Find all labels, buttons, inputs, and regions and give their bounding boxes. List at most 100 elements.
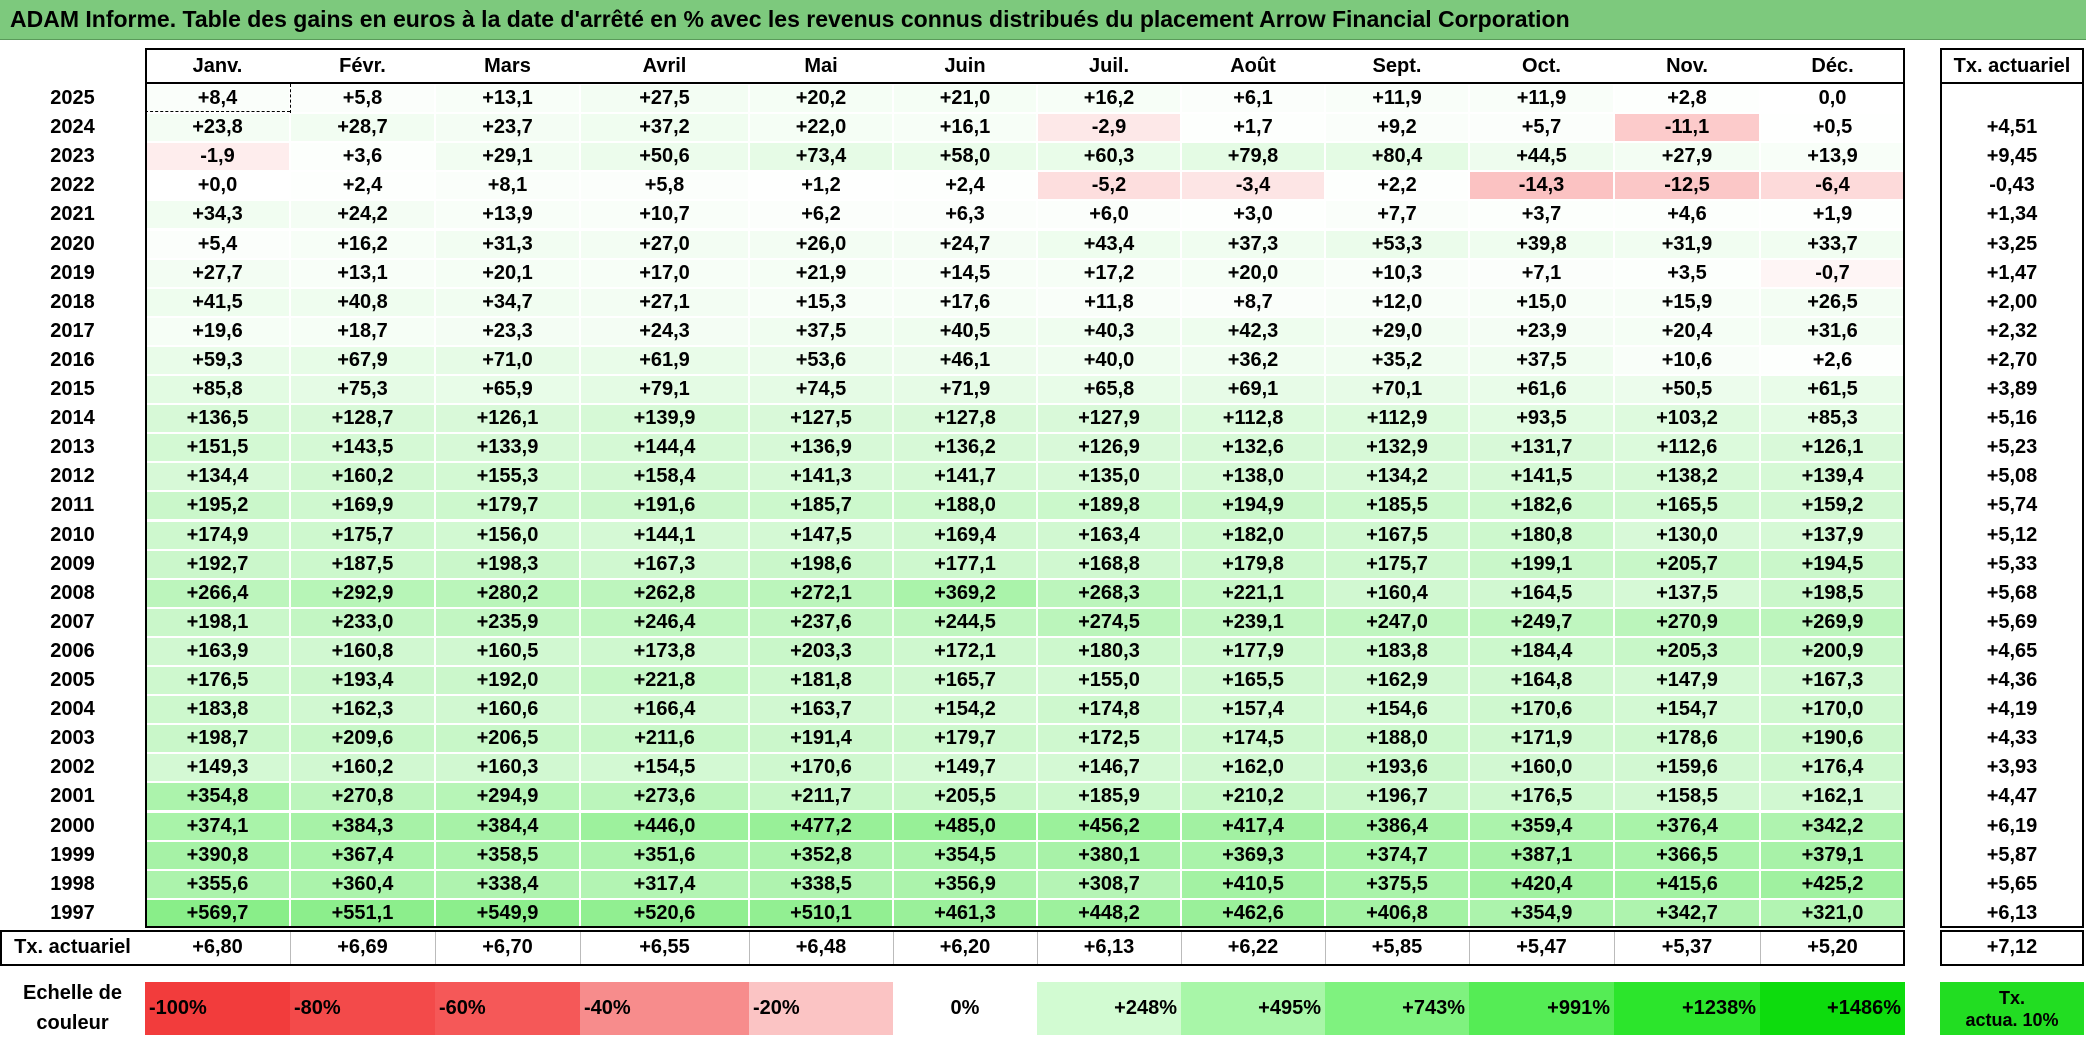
value-cell: +11,9 [1470,85,1613,113]
column-header: Juin [944,54,986,77]
value-cell: +425,2 [1761,870,1904,898]
value-cell: +42,3 [1182,317,1324,345]
year-label: 2021 [50,203,95,226]
value-cell: +369,2 [894,579,1036,607]
value-cell: +162,3 [291,696,434,724]
footer-value: +6,48 [795,936,847,959]
year-label: 2003 [50,727,95,750]
value-cell: +9,2 [1326,114,1468,142]
value-cell: +8,7 [1182,288,1324,316]
legend-swatch: -40% [580,982,749,1035]
value-cell: +262,8 [581,579,748,607]
value-cell: -11,1 [1615,114,1759,142]
value-cell: +369,3 [1182,841,1324,869]
rate-cell: +5,23 [1986,436,2038,459]
footer-separator [1760,931,1761,964]
value-cell: +24,7 [894,230,1036,258]
value-cell: +50,5 [1615,376,1759,404]
value-cell: +462,6 [1182,899,1324,927]
value-cell: +211,7 [750,783,892,811]
value-cell: +221,1 [1182,579,1324,607]
year-label: 2014 [50,407,95,430]
value-cell: +144,4 [581,434,748,462]
value-cell: +27,1 [581,288,748,316]
value-cell: +170,6 [1470,696,1613,724]
value-cell: +34,3 [146,201,289,229]
footer-separator [580,931,581,964]
value-cell: +136,9 [750,434,892,462]
column-header: Mars [484,54,531,77]
value-cell: +31,3 [436,230,579,258]
value-cell: +206,5 [436,725,579,753]
value-cell: +187,5 [291,550,434,578]
value-cell: +180,3 [1038,637,1180,665]
value-cell: +3,5 [1615,259,1759,287]
legend-swatch: -80% [290,982,435,1035]
value-cell: +16,2 [291,230,434,258]
value-cell: +126,9 [1038,434,1180,462]
value-cell: +18,7 [291,317,434,345]
value-cell: -1,9 [146,143,289,171]
value-cell: +143,5 [291,434,434,462]
value-cell: +6,2 [750,201,892,229]
value-cell: +6,0 [1038,201,1180,229]
value-cell: +180,8 [1470,521,1613,549]
value-cell: +195,2 [146,492,289,520]
value-cell: +24,3 [581,317,748,345]
value-cell: +185,5 [1326,492,1468,520]
value-cell: +205,3 [1615,637,1759,665]
value-cell: +154,5 [581,754,748,782]
value-cell: +181,8 [750,667,892,695]
value-cell: +386,4 [1326,812,1468,840]
value-cell: +173,8 [581,637,748,665]
value-cell: +354,9 [1470,899,1613,927]
value-cell: +165,5 [1182,667,1324,695]
value-cell: +273,6 [581,783,748,811]
value-cell: +160,0 [1470,754,1613,782]
year-label: 2024 [50,116,95,139]
value-cell: +137,5 [1615,579,1759,607]
value-cell: +29,0 [1326,317,1468,345]
rate-cell: +9,45 [1986,145,2038,168]
value-cell: +155,0 [1038,667,1180,695]
value-cell: +175,7 [291,521,434,549]
value-cell: +5,4 [146,230,289,258]
value-cell: -14,3 [1470,172,1613,200]
value-cell: +182,0 [1182,521,1324,549]
value-cell: +191,6 [581,492,748,520]
rate-cell: +5,33 [1986,552,2038,575]
value-cell: +27,0 [581,230,748,258]
value-cell: +477,2 [750,812,892,840]
value-cell: +20,1 [436,259,579,287]
value-cell: +16,1 [894,114,1036,142]
legend-swatch: +495% [1181,982,1325,1035]
value-cell: +379,1 [1761,841,1904,869]
value-cell: +127,8 [894,405,1036,433]
footer-value: +5,20 [1807,936,1858,959]
value-cell: +193,6 [1326,754,1468,782]
year-label: 2012 [50,465,95,488]
footer-value: +6,80 [192,936,243,959]
value-cell: +141,5 [1470,463,1613,491]
value-cell: +71,0 [436,346,579,374]
year-label: 2017 [50,319,95,342]
value-cell: +211,6 [581,725,748,753]
value-cell: +338,5 [750,870,892,898]
value-cell: +154,2 [894,696,1036,724]
value-cell: +23,7 [436,114,579,142]
value-cell: +85,3 [1761,405,1904,433]
year-label: 2009 [50,552,95,575]
value-cell: +15,0 [1470,288,1613,316]
value-cell: -6,4 [1761,172,1904,200]
rate-column-header: Tx. actuariel [1953,54,2071,77]
value-cell: +23,8 [146,114,289,142]
value-cell: +5,8 [291,85,434,113]
footer-value: +6,13 [1083,936,1135,959]
value-cell: +141,7 [894,463,1036,491]
footer-value: +5,47 [1516,936,1567,959]
value-cell: +13,1 [291,259,434,287]
value-cell: +40,3 [1038,317,1180,345]
year-label: 2023 [50,145,95,168]
footer-separator [1469,931,1470,964]
value-cell: +188,0 [1326,725,1468,753]
